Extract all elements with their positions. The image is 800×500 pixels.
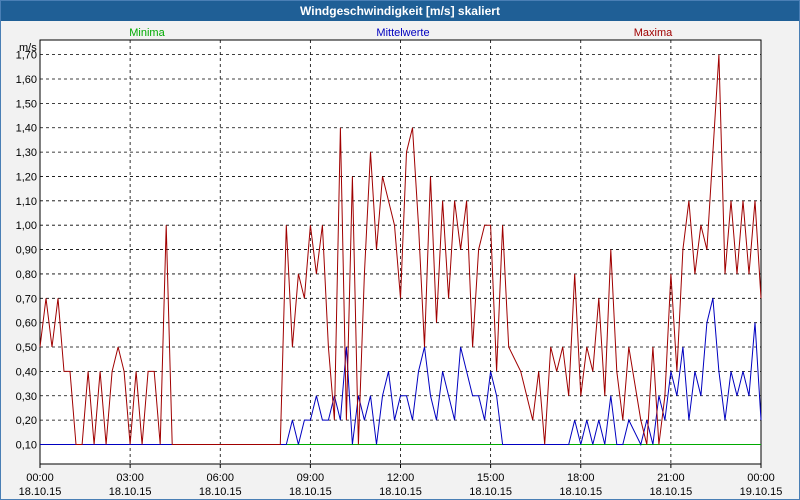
y-tick-label: 1,60	[16, 74, 37, 86]
series-line-mittelwerte	[40, 298, 762, 446]
y-tick-label: 0,60	[16, 318, 37, 330]
y-tick-label: 0,10	[16, 440, 37, 452]
x-tick-date-label: 18.10.15	[199, 486, 242, 498]
y-tick-label: 0,20	[16, 415, 37, 427]
legend-maxima: Maxima	[634, 27, 673, 39]
y-tick-label: 1,10	[16, 196, 37, 208]
x-tick-time-label: 18:00	[567, 472, 595, 484]
x-tick-time-label: 21:00	[657, 472, 685, 484]
x-tick-date-label: 18.10.15	[379, 486, 422, 498]
x-tick-date-label: 18.10.15	[109, 486, 152, 498]
x-tick-date-label: 18.10.15	[19, 486, 62, 498]
y-tick-label: 1,70	[16, 50, 37, 62]
y-tick-label: 0,70	[16, 293, 37, 305]
y-tick-label: 1,50	[16, 98, 37, 110]
y-tick-label: 0,40	[16, 366, 37, 378]
y-tick-label: 0,50	[16, 342, 37, 354]
x-tick-time-label: 00:00	[26, 472, 54, 484]
legend-mittelwerte: Mittelwerte	[376, 27, 429, 39]
axis-ticks: 0,10 0,20 0,30 0,40 0,50 0,60 0,70 0,80 0,90 1,00…	[16, 50, 783, 498]
y-tick-label: 1,20	[16, 171, 37, 183]
x-tick-time-label: 03:00	[116, 472, 144, 484]
x-tick-time-label: 15:00	[477, 472, 505, 484]
x-tick-time-label: 00:00	[747, 472, 775, 484]
y-tick-label: 1,30	[16, 147, 37, 159]
chart-title: Windgeschwindigkeit [m/s] skaliert	[1, 1, 799, 21]
y-tick-label: 0,90	[16, 245, 37, 257]
y-tick-label: 0,80	[16, 269, 37, 281]
series-lines	[39, 54, 762, 446]
x-tick-time-label: 09:00	[297, 472, 325, 484]
series-line-maxima	[39, 54, 762, 445]
x-tick-date-label: 18.10.15	[469, 486, 512, 498]
x-tick-time-label: 12:00	[387, 472, 415, 484]
grid	[40, 40, 761, 464]
y-tick-label: 1,00	[16, 220, 37, 232]
x-tick-date-label: 18.10.15	[289, 486, 332, 498]
x-tick-time-label: 06:00	[206, 472, 234, 484]
x-tick-date-label: 18.10.15	[649, 486, 692, 498]
x-tick-date-label: 19.10.15	[740, 486, 783, 498]
legend-minima: Minima	[129, 27, 165, 39]
y-tick-label: 0,30	[16, 391, 37, 403]
y-tick-label: 1,40	[16, 123, 37, 135]
y-axis-unit-label: m/s	[19, 42, 37, 54]
x-tick-date-label: 18.10.15	[559, 486, 602, 498]
